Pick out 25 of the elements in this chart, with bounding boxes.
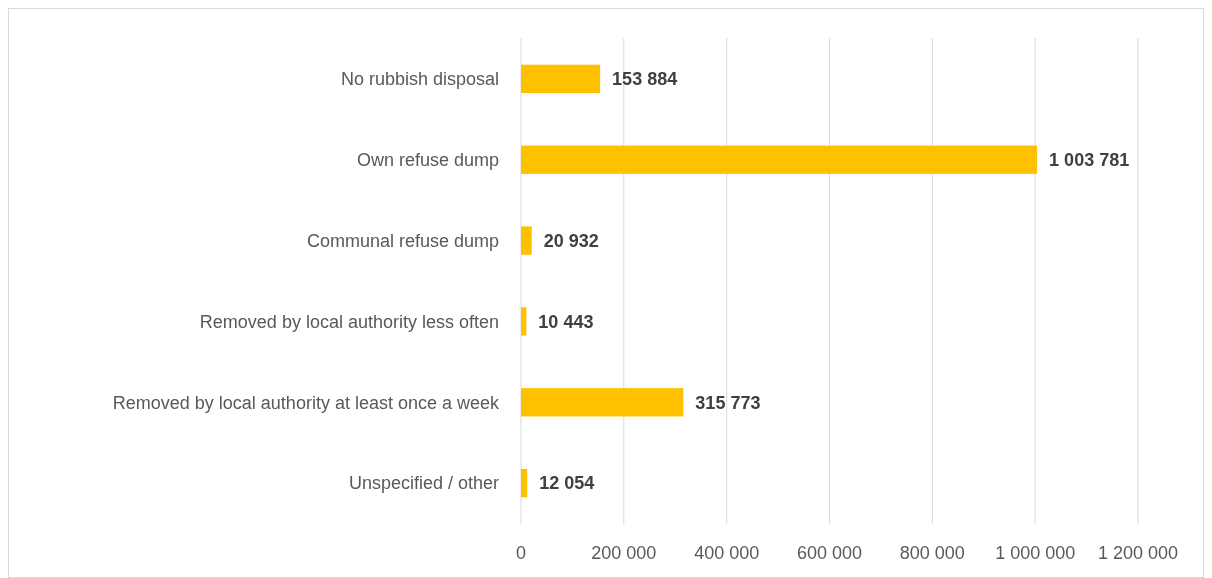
data-label: 20 932 [543, 230, 599, 251]
data-label: 153 884 [612, 69, 678, 90]
bar [521, 145, 1038, 174]
bar [521, 469, 528, 498]
y-tick-label: No rubbish disposal [340, 69, 499, 90]
bar [521, 388, 684, 417]
x-tick-label: 1 000 000 [995, 543, 1076, 564]
y-tick-label: Removed by local authority less often [199, 311, 499, 332]
x-tick-label: 800 000 [899, 543, 965, 564]
bar [521, 307, 527, 336]
bar [521, 64, 601, 93]
y-tick-label: Unspecified / other [348, 473, 499, 494]
x-tick-label: 600 000 [796, 543, 863, 564]
data-label: 12 054 [539, 473, 595, 494]
x-tick-label: 0 [515, 543, 527, 564]
y-tick-label: Own refuse dump [356, 150, 499, 170]
x-tick-label: 1 200 000 [1097, 543, 1179, 564]
y-tick-label: Communal refuse dump [306, 230, 499, 251]
x-tick-label: 200 000 [591, 543, 657, 564]
y-tick-label: Removed by local authority at least once a week [112, 392, 500, 413]
data-label: 1 003 781 [1049, 150, 1130, 170]
data-label: 10 443 [538, 311, 594, 332]
data-label: 315 773 [695, 392, 761, 413]
bar [521, 226, 532, 255]
x-tick-label: 400 000 [694, 543, 760, 564]
